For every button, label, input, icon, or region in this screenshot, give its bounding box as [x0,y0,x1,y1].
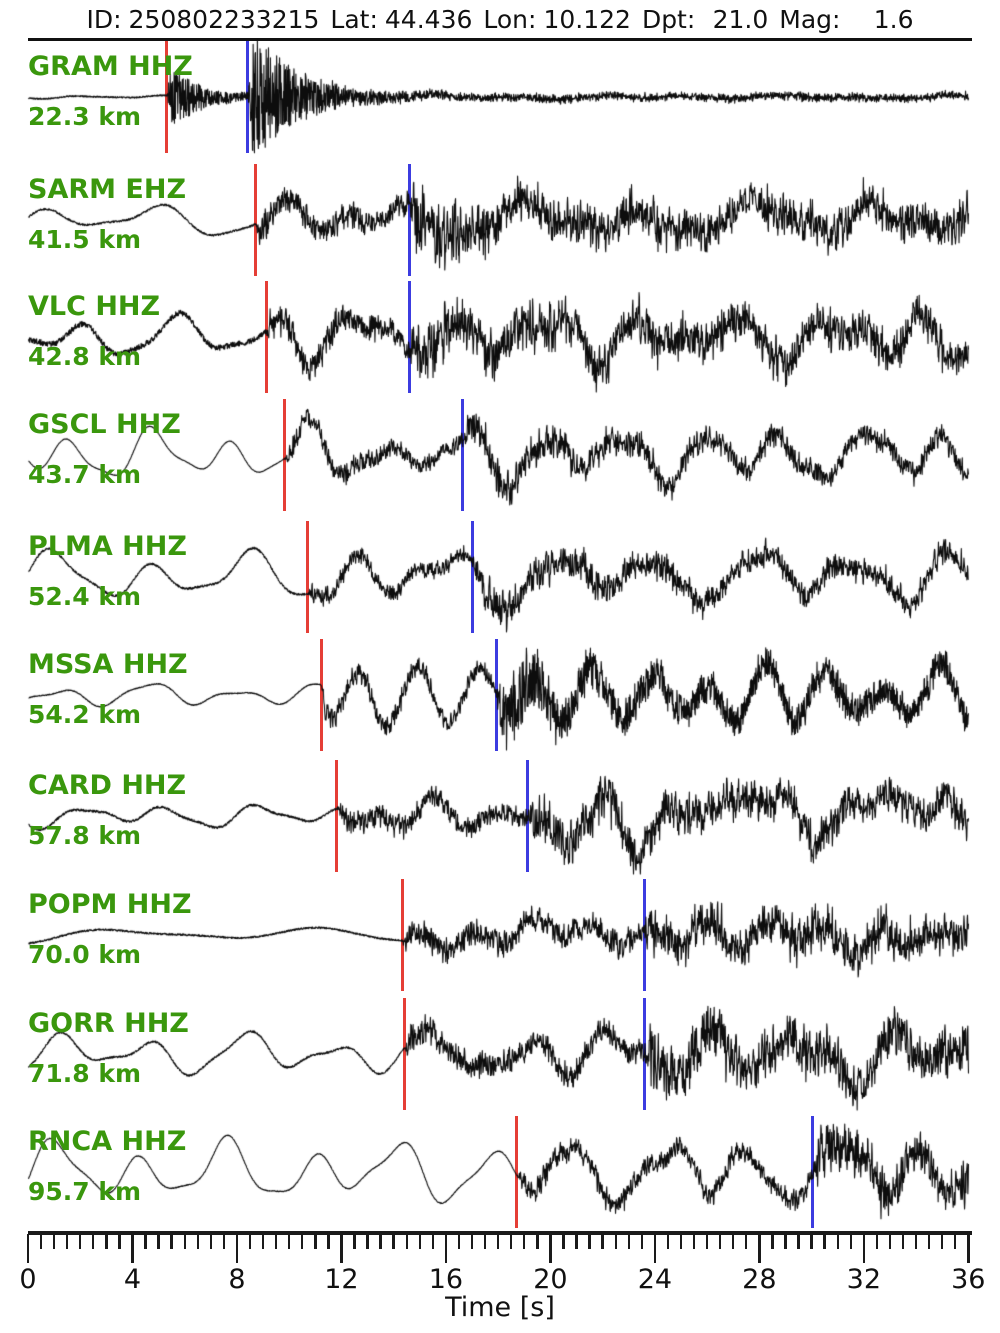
station-label: SARM EHZ [28,174,187,205]
axis-tick-label: 4 [123,1264,142,1295]
waveform [0,1097,1000,1247]
station-distance: 41.5 km [28,225,142,254]
axis-tick-label: 36 [951,1264,986,1295]
station-label: PLMA HHZ [28,531,187,562]
axis-tick-label: 12 [324,1264,359,1295]
station-label: GSCL HHZ [28,409,181,440]
axis-tick-label: 32 [846,1264,881,1295]
station-distance: 43.7 km [28,460,142,489]
station-distance: 22.3 km [28,102,142,131]
axis-tick-major [653,1234,657,1263]
station-distance: 71.8 km [28,1059,142,1088]
axis-tick-major [131,1234,134,1263]
station-label: GORR HHZ [28,1008,189,1039]
axis-tick-major [444,1234,448,1263]
axis-tick-major [340,1234,343,1263]
axis-tick-major [758,1234,761,1263]
axis-tick-label: 28 [742,1264,777,1295]
axis-tick-major [549,1234,552,1263]
station-distance: 52.4 km [28,582,142,611]
station-label: MSSA HHZ [28,649,188,680]
axis-tick-major [235,1234,239,1263]
axis-tick-major [26,1234,30,1263]
trace-row-rnca-hhz: RNCA HHZ 95.7 km [0,1097,1000,1247]
axis-tick-label: 16 [428,1264,464,1295]
axis-tick-label: 8 [228,1264,246,1295]
axis-tick-label: 20 [533,1264,568,1295]
station-label: POPM HHZ [28,889,192,920]
axis-tick-label: 24 [637,1264,673,1295]
station-distance: 95.7 km [28,1177,142,1206]
station-distance: 70.0 km [28,940,142,969]
axis-tick-major [967,1234,970,1263]
station-label: CARD HHZ [28,770,187,801]
axis-tick-label: 0 [19,1264,37,1295]
station-label: GRAM HHZ [28,51,193,82]
station-distance: 57.8 km [28,821,142,850]
time-axis-label: Time [s] [445,1292,555,1323]
station-label: RNCA HHZ [28,1126,187,1157]
station-distance: 54.2 km [28,700,142,729]
station-distance: 42.8 km [28,342,142,371]
station-label: VLC HHZ [28,291,161,322]
axis-tick-major [862,1234,866,1263]
